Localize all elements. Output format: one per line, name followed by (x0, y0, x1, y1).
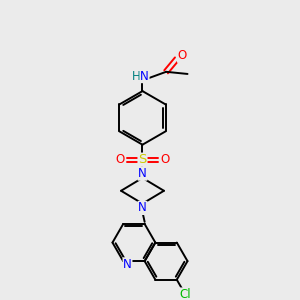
Text: N: N (140, 70, 149, 83)
Text: O: O (178, 49, 187, 62)
Text: N: N (123, 258, 132, 271)
Text: N: N (138, 167, 147, 180)
Text: O: O (116, 153, 124, 166)
Text: H: H (132, 70, 140, 83)
Text: Cl: Cl (180, 288, 191, 300)
Text: O: O (160, 153, 169, 166)
Text: N: N (138, 201, 147, 214)
Text: S: S (138, 153, 147, 166)
